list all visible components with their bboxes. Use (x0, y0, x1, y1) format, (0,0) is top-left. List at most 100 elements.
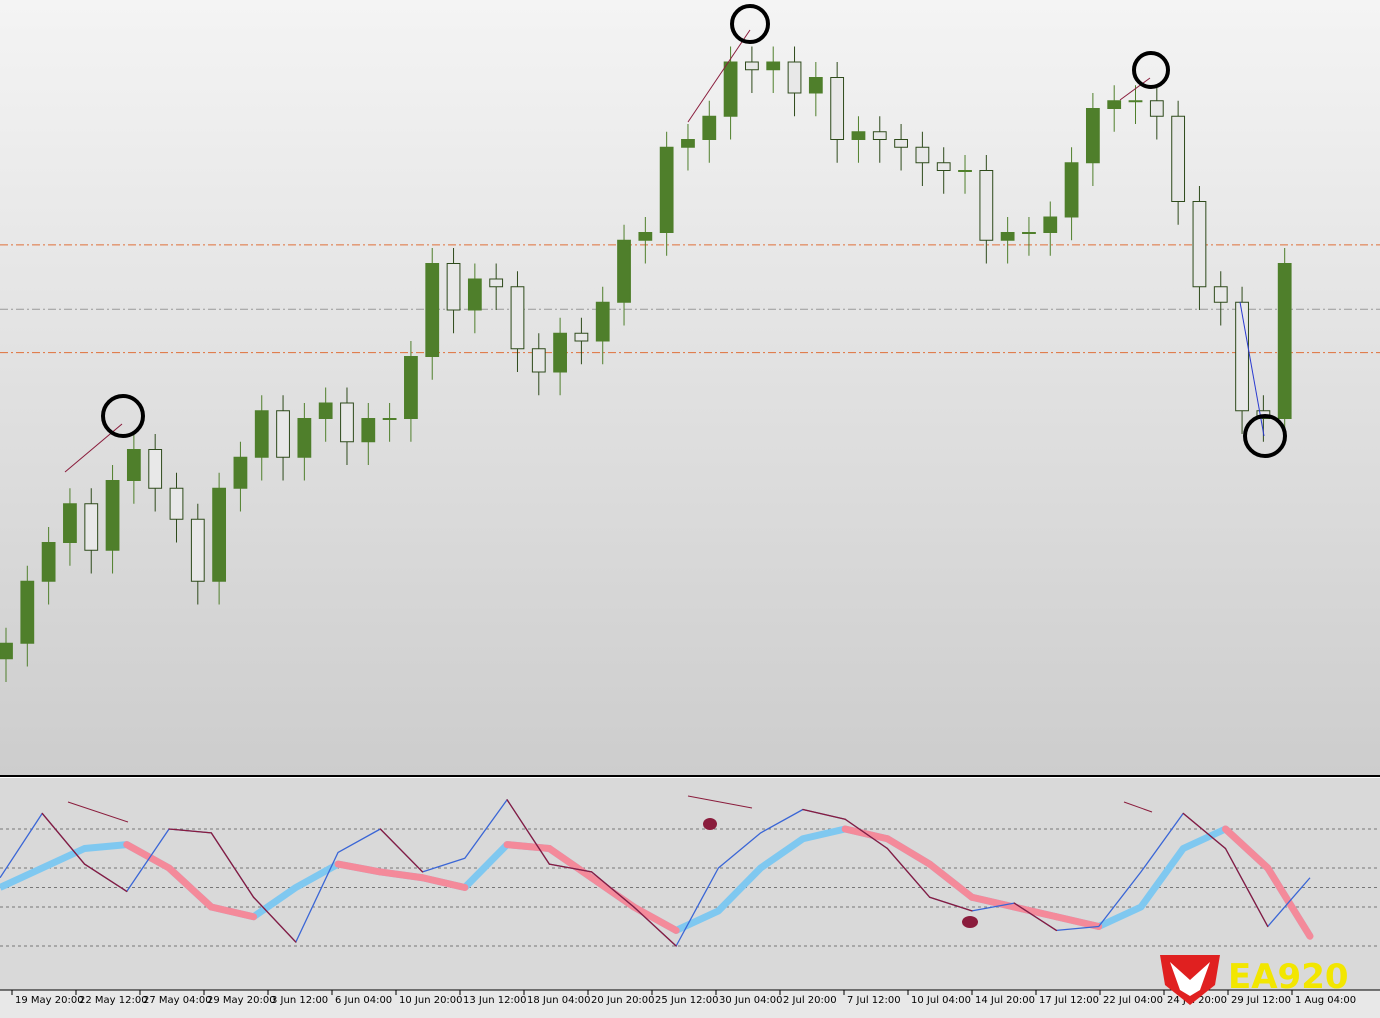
candle-body (446, 263, 461, 311)
candles (0, 46, 1380, 682)
candle-body (702, 115, 717, 140)
falling-segment (968, 893, 1018, 911)
candle-body (1043, 216, 1058, 233)
x-tick-label: 14 Jul 20:00 (975, 995, 1035, 1006)
candle-body (489, 278, 504, 288)
x-tick-label: 17 Jul 12:00 (1039, 995, 1099, 1006)
falling-segment (168, 828, 212, 834)
candle-body (148, 449, 163, 489)
candle-body (979, 170, 994, 241)
falling-segment (165, 864, 215, 911)
candle-body (745, 61, 759, 71)
candle-body (1107, 100, 1122, 109)
candle-body (126, 449, 141, 481)
x-tick-label: 18 Jun 04:00 (527, 995, 591, 1006)
candle-body (1064, 162, 1079, 218)
candle-body (1171, 115, 1186, 202)
candle-body (382, 418, 397, 420)
candle-body (404, 356, 418, 419)
candle-body (233, 456, 248, 489)
candle-body (20, 580, 35, 644)
falling-segment (633, 906, 677, 947)
x-tick-label: 6 Jun 04:00 (335, 995, 392, 1006)
candle-body (681, 139, 695, 148)
x-tick-label: 30 Jun 04:00 (719, 995, 783, 1006)
candle-body (958, 170, 972, 172)
falling-segment (1224, 847, 1269, 928)
candle-body (1149, 100, 1164, 117)
falling-segment (844, 818, 889, 850)
candle-body (0, 642, 13, 660)
main-panel (0, 0, 1380, 775)
falling-segment (252, 896, 297, 943)
falling-segment (1221, 825, 1272, 872)
candle-body (574, 332, 589, 342)
candle-body (936, 162, 951, 171)
falling-segment (588, 874, 638, 911)
falling-segment (376, 868, 427, 882)
candle-body (1277, 263, 1292, 419)
falling-segment (883, 835, 934, 868)
candle-body (1022, 232, 1036, 234)
falling-segment (1010, 903, 1060, 921)
falling-segment (886, 847, 931, 898)
falling-segment (379, 828, 424, 873)
candle-body (425, 263, 440, 357)
candle-body (1085, 108, 1100, 164)
candle-body (723, 61, 738, 117)
candle-body (808, 77, 823, 94)
candle-body (467, 278, 482, 311)
falling-segment (926, 860, 976, 901)
falling-segment (419, 874, 469, 891)
x-tick-label: 10 Jul 04:00 (911, 995, 971, 1006)
candle-body (894, 139, 908, 148)
candle-body (41, 542, 56, 582)
falling-segment (1013, 902, 1058, 932)
candle-body (276, 410, 290, 458)
candle-body (318, 402, 333, 419)
candle-body (638, 232, 653, 241)
candle-body (830, 77, 845, 140)
falling-segment (630, 903, 680, 934)
x-tick-label: 22 May 12:00 (79, 995, 148, 1006)
candle-body (766, 61, 781, 71)
candle-body (84, 503, 99, 551)
candle-body (1235, 301, 1249, 412)
candle-body (169, 487, 184, 520)
x-tick-label: 29 Jul 12:00 (1231, 995, 1291, 1006)
x-tick-label: 19 May 20:00 (15, 995, 84, 1006)
x-tick-label: 3 Jun 12:00 (271, 995, 328, 1006)
x-tick-label: 22 Jul 04:00 (1103, 995, 1163, 1006)
candle-body (787, 61, 802, 94)
falling-segment (123, 841, 173, 872)
candle-body (851, 131, 866, 140)
candle-body (361, 418, 376, 443)
candle-body (510, 286, 525, 350)
falling-segment (548, 863, 593, 873)
x-tick-label: 25 Jun 12:00 (655, 995, 719, 1006)
falling-segment (334, 860, 384, 876)
candle-body (297, 418, 312, 458)
falling-segment (41, 812, 86, 865)
falling-segment (1052, 913, 1103, 930)
falling-segment (545, 845, 596, 882)
x-tick-label: 1 Aug 04:00 (1295, 995, 1356, 1006)
x-tick-label: 13 Jun 12:00 (463, 995, 527, 1006)
x-tick-label: 29 May 20:00 (207, 995, 276, 1006)
falling-segment (506, 799, 551, 865)
candle-body (531, 348, 546, 373)
candle-body (212, 487, 227, 582)
x-tick-label: 20 Jun 20:00 (591, 995, 655, 1006)
falling-segment (503, 841, 553, 852)
time-axis (0, 990, 1380, 1018)
x-tick-label: 24 Jul 20:00 (1167, 995, 1227, 1006)
annotations (64, 4, 1287, 928)
logo-text: EA920 (1228, 957, 1349, 997)
candle-body (1213, 286, 1228, 303)
x-tick-label: 10 Jun 20:00 (399, 995, 463, 1006)
falling-segment (210, 832, 255, 898)
candle-body (915, 146, 930, 164)
falling-segment (802, 808, 846, 820)
